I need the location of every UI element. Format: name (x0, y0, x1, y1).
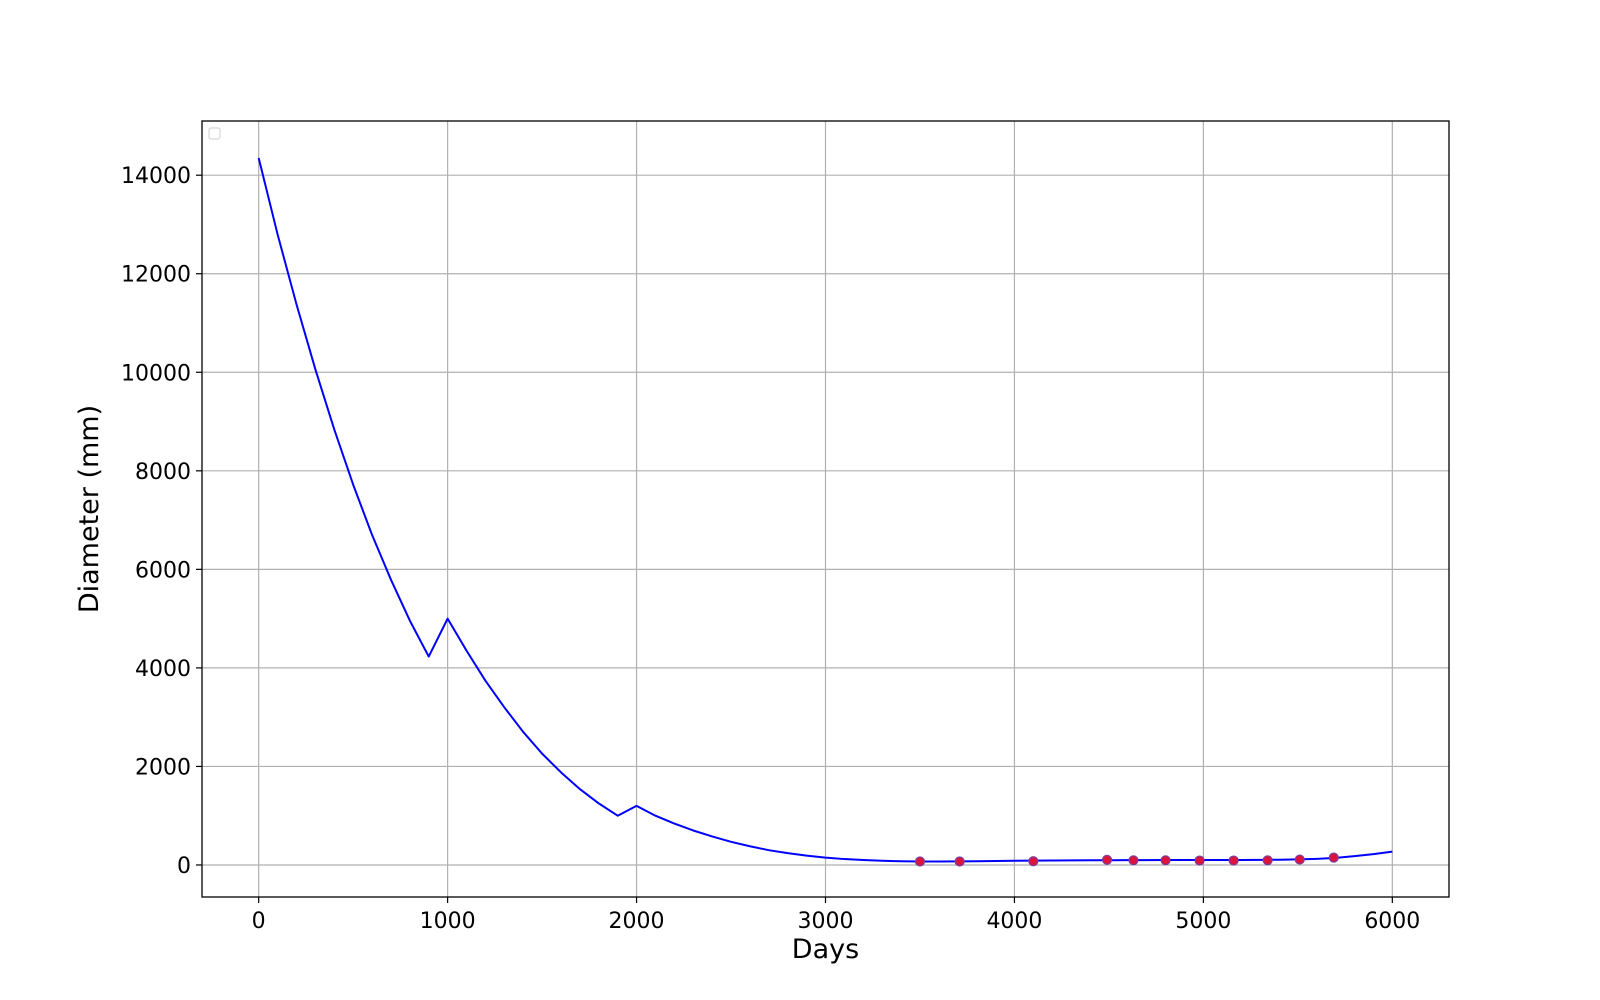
x-tick-label: 3000 (798, 909, 854, 934)
x-tick-label: 4000 (986, 909, 1042, 934)
y-tick-label: 4000 (135, 657, 191, 682)
y-tick-label: 8000 (135, 460, 191, 485)
y-tick-label: 6000 (135, 558, 191, 583)
x-tick-label: 6000 (1364, 909, 1420, 934)
y-tick-label: 14000 (121, 164, 191, 189)
tick-layer: 0 1000 2000 3000 4000 5000 6000 0 2000 4000 6000 80… (121, 164, 1420, 934)
x-tick-label: 2000 (609, 909, 665, 934)
series-layer (257, 157, 1393, 867)
data-point (914, 856, 926, 867)
data-point (1262, 855, 1273, 866)
y-tick-label: 10000 (121, 361, 191, 386)
data-point (1228, 855, 1239, 866)
data-point (1101, 854, 1113, 865)
x-tick-label: 1000 (420, 909, 476, 934)
data-point (1328, 852, 1339, 863)
y-tick-label: 2000 (135, 755, 191, 780)
x-axis-label: Days (792, 934, 859, 965)
data-point (1028, 856, 1039, 867)
data-point (1294, 854, 1305, 865)
x-tick-label: 0 (252, 909, 266, 934)
grid-layer (202, 121, 1449, 897)
legend-box (208, 127, 221, 140)
plot-frame (201, 120, 1450, 898)
data-point (954, 856, 965, 867)
y-tick-label: 12000 (121, 263, 191, 288)
data-point (1194, 855, 1205, 866)
x-tick-label: 5000 (1175, 909, 1231, 934)
y-axis-label: Diameter (mm) (74, 405, 105, 613)
y-tick-label: 0 (177, 854, 191, 879)
data-point (1128, 855, 1139, 866)
data-point (1160, 855, 1171, 866)
